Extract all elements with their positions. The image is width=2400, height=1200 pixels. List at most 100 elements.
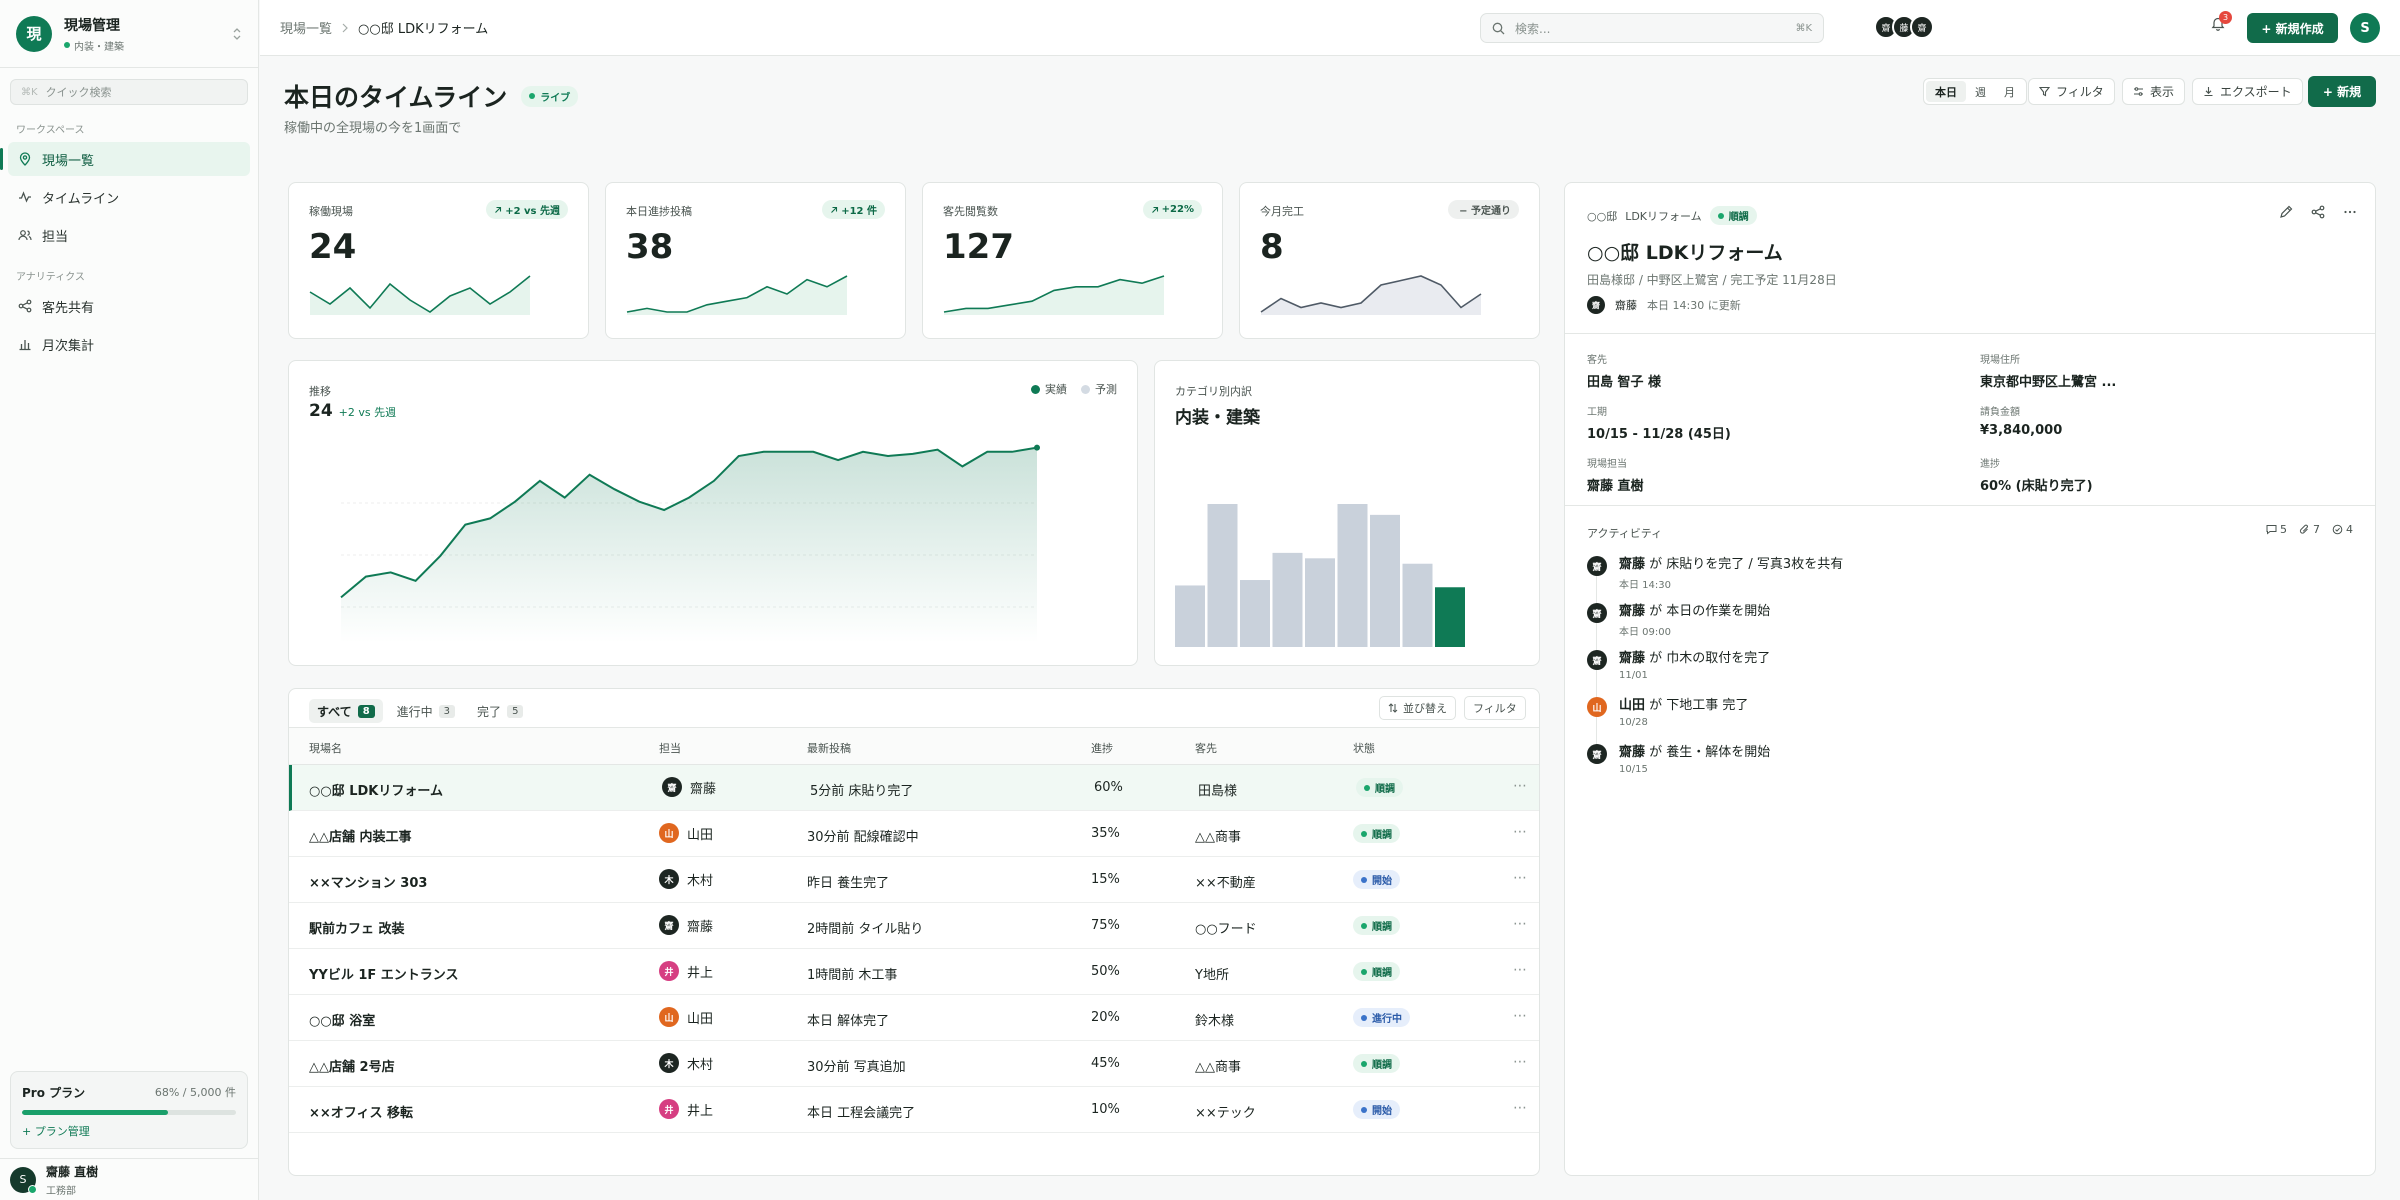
table-row[interactable]: ××マンション 303 木木村 昨日 養生完了 15% ××不動産 開始 ⋯	[289, 857, 1539, 903]
attachment-count[interactable]: 7	[2299, 523, 2320, 536]
legend-forecast-label: 予測	[1095, 383, 1117, 396]
legend-actual[interactable]: 実績	[1031, 381, 1067, 397]
table-row[interactable]: YYビル 1F エントランス 井井上 1時間前 木工事 50% Y地所 順調 ⋯	[289, 949, 1539, 995]
kpi-card[interactable]: 客先閲覧数 +22% 127	[922, 182, 1223, 339]
range-month[interactable]: 月	[2004, 85, 2015, 99]
site-name[interactable]: ○○邸 LDKリフォーム	[309, 784, 443, 799]
row-more-icon[interactable]: ⋯	[1513, 1054, 1527, 1070]
breadcrumb-item[interactable]: 現場一覧	[280, 22, 333, 37]
sort-button[interactable]: 並び替え	[1379, 696, 1456, 720]
category-bar[interactable]	[1305, 558, 1335, 647]
site-name[interactable]: 駅前カフェ 改装	[309, 922, 405, 937]
range-today[interactable]: 本日	[1926, 81, 1966, 102]
comment-count[interactable]: 5	[2266, 523, 2287, 536]
activity-item[interactable]: 齋齋藤 が 巾木の取付を完了 11/01	[1587, 647, 1770, 681]
category-bar[interactable]	[1175, 585, 1205, 647]
sidebar-item-monthly[interactable]: 月次集計	[8, 327, 250, 361]
col-header-client[interactable]: 客先	[1195, 742, 1217, 755]
kpi-card[interactable]: 稼働現場 +2 vs 先週 24	[288, 182, 589, 339]
notifications-button[interactable]: 3	[2211, 11, 2232, 35]
assignee: 山山田	[659, 1007, 713, 1027]
category-bar[interactable]	[1272, 552, 1303, 647]
tab-active[interactable]: 進行中 3	[389, 699, 463, 723]
kpi-label: 客先閲覧数	[943, 205, 998, 218]
sort-label: 並び替え	[1403, 702, 1447, 715]
filter-button[interactable]: フィルタ	[2028, 78, 2115, 105]
kpi-card[interactable]: 本日進捗投稿 +12 件 38	[605, 182, 906, 339]
kpi-card[interactable]: 今月完工 − 予定通り 8	[1239, 182, 1540, 339]
tab-done[interactable]: 完了 5	[469, 699, 531, 723]
col-header-status[interactable]: 状態	[1353, 742, 1375, 755]
search-input[interactable]: 検索... ⌘K	[1480, 13, 1824, 43]
edit-icon[interactable]	[2279, 205, 2293, 219]
plan-manage-link[interactable]: + プラン管理	[22, 1125, 90, 1138]
category-bar[interactable]	[1370, 514, 1400, 647]
sort-icon	[1388, 703, 1398, 713]
kpi-sparkline	[1260, 275, 1482, 315]
col-header-assignee[interactable]: 担当	[659, 742, 681, 755]
export-button[interactable]: エクスポート	[2192, 78, 2303, 105]
breadcrumb-current: ○○邸 LDKリフォーム	[358, 22, 489, 37]
check-count[interactable]: 4	[2332, 523, 2353, 536]
activity-time: 11/01	[1619, 670, 1648, 681]
table-row[interactable]: ○○邸 浴室 山山田 本日 解体完了 20% 鈴木様 進行中 ⋯	[289, 995, 1539, 1041]
activity-item[interactable]: 齋齋藤 が 本日の作業を開始 本日 09:00	[1587, 600, 1770, 638]
site-name[interactable]: ××マンション 303	[309, 876, 428, 891]
new-button[interactable]: + 新規	[2308, 76, 2376, 107]
activity-item[interactable]: 山山田 が 下地工事 完了 10/28	[1587, 694, 1748, 728]
brand[interactable]: 現 現場管理 内装・建築	[0, 0, 258, 68]
row-more-icon[interactable]: ⋯	[1513, 870, 1527, 886]
sidebar-item-assignees[interactable]: 担当	[8, 218, 250, 252]
sidebar-item-sites[interactable]: 現場一覧	[0, 142, 250, 176]
chart-legend: 実績 予測	[1031, 381, 1117, 397]
category-bar[interactable]	[1435, 587, 1465, 647]
table-filter-button[interactable]: フィルタ	[1464, 696, 1526, 720]
row-more-icon[interactable]: ⋯	[1513, 824, 1527, 840]
table-row[interactable]: △△店舗 2号店 木木村 30分前 写真追加 45% △△商事 順調 ⋯	[289, 1041, 1539, 1087]
user-profile[interactable]: S 齋藤 直樹 工務部	[0, 1158, 258, 1200]
kpi-sparkline	[309, 275, 531, 315]
table-row[interactable]: ○○邸 LDKリフォーム 齋齋藤 5分前 床貼り完了 60% 田島様 順調 ⋯	[289, 765, 1539, 811]
site-name[interactable]: YYビル 1F エントランス	[309, 968, 459, 983]
category-bar[interactable]	[1207, 504, 1238, 647]
view-button[interactable]: 表示	[2122, 78, 2186, 105]
col-header-latest[interactable]: 最新投稿	[807, 742, 851, 755]
create-new-button[interactable]: + 新規作成	[2247, 13, 2338, 43]
category-bar[interactable]	[1240, 580, 1270, 647]
activity-item[interactable]: 齋齋藤 が 養生・解体を開始 10/15	[1587, 741, 1770, 775]
row-more-icon[interactable]: ⋯	[1513, 1100, 1527, 1116]
col-header-progress[interactable]: 進捗	[1091, 742, 1113, 755]
site-name[interactable]: △△店舗 内装工事	[309, 830, 412, 845]
table-row[interactable]: △△店舗 内装工事 山山田 30分前 配線確認中 35% △△商事 順調 ⋯	[289, 811, 1539, 857]
row-more-icon[interactable]: ⋯	[1513, 1008, 1527, 1024]
sidebar-item-timeline[interactable]: タイムライン	[8, 180, 250, 214]
detail-crumb-parent[interactable]: ○○邸	[1587, 209, 1618, 223]
row-more-icon[interactable]: ⋯	[1513, 962, 1527, 978]
table-row[interactable]: ××オフィス 移転 井井上 本日 工程会議完了 10% ××テック 開始 ⋯	[289, 1087, 1539, 1133]
row-more-icon[interactable]: ⋯	[1513, 778, 1527, 794]
quick-search[interactable]: ⌘K クイック検索	[10, 79, 248, 105]
share-icon[interactable]	[2311, 205, 2325, 219]
more-icon[interactable]	[2343, 205, 2357, 219]
category-bar[interactable]	[1402, 563, 1433, 647]
activity-item[interactable]: 齋齋藤 が 床貼りを完了 / 写真3枚を共有 本日 14:30	[1587, 553, 1843, 591]
tab-all[interactable]: すべて 8	[309, 699, 383, 723]
site-name[interactable]: ××オフィス 移転	[309, 1106, 414, 1121]
row-more-icon[interactable]: ⋯	[1513, 916, 1527, 932]
category-bar[interactable]	[1337, 504, 1368, 647]
range-week[interactable]: 週	[1975, 85, 1986, 99]
range-segmented-control: 本日 週 月	[1923, 78, 2027, 105]
col-header-site[interactable]: 現場名	[309, 742, 342, 755]
chevron-updown-icon[interactable]	[232, 27, 242, 41]
plan-card: Pro プラン 68% / 5,000 件 + プラン管理	[10, 1071, 248, 1149]
tab-count: 5	[507, 704, 524, 718]
table-row[interactable]: 駅前カフェ 改装 齋齋藤 2時間前 タイル貼り 75% ○○フード 順調 ⋯	[289, 903, 1539, 949]
collaborator-avatars[interactable]: 齋 藤 齋	[1874, 15, 1934, 39]
site-name[interactable]: △△店舗 2号店	[309, 1060, 395, 1075]
avatar[interactable]: S	[2350, 13, 2380, 43]
client-name: △△商事	[1195, 830, 1241, 845]
legend-forecast[interactable]: 予測	[1081, 381, 1117, 397]
progress-value: 35%	[1091, 826, 1120, 841]
sidebar-item-client-share[interactable]: 客先共有	[8, 289, 250, 323]
site-name[interactable]: ○○邸 浴室	[309, 1014, 376, 1029]
